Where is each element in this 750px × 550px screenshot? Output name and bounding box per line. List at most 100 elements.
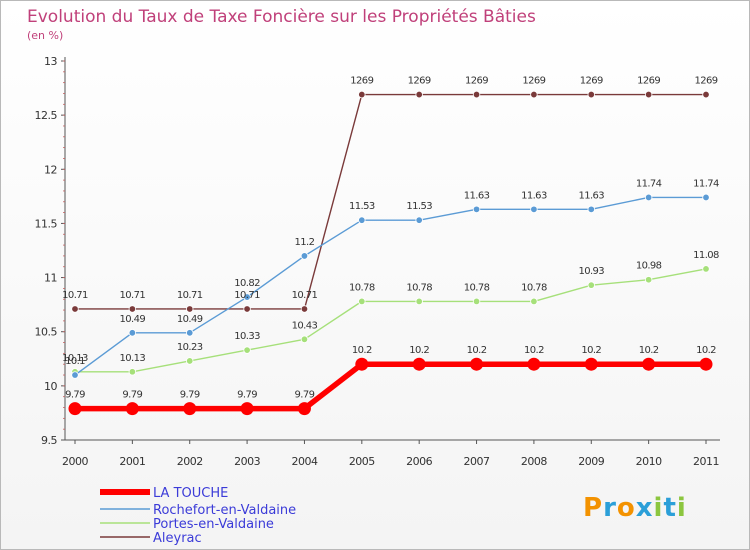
logo-letter: i xyxy=(677,493,687,523)
data-label: 11.74 xyxy=(636,178,662,189)
data-point xyxy=(530,205,538,214)
data-label: 10.43 xyxy=(292,320,318,331)
data-point xyxy=(358,297,366,306)
data-point xyxy=(699,357,713,371)
data-point xyxy=(243,305,251,313)
data-point xyxy=(644,193,653,202)
data-label: 11.2 xyxy=(295,237,315,248)
y-tick-label: 9.5 xyxy=(41,434,57,447)
series-portes-en-valdaine xyxy=(71,265,710,376)
data-point xyxy=(71,371,79,379)
data-label: 9.79 xyxy=(295,390,315,401)
x-tick-label: 2009 xyxy=(578,455,604,468)
data-point xyxy=(587,90,595,99)
data-label: 10.2 xyxy=(581,345,601,356)
logo-letter: t xyxy=(663,493,676,523)
data-point xyxy=(186,329,194,337)
data-point xyxy=(186,305,194,313)
data-label: 10.78 xyxy=(406,282,432,293)
legend-entry-rochefort-en-valdaine: Rochefort-en-Valdaine xyxy=(153,503,296,518)
data-label: 11.74 xyxy=(693,178,719,189)
data-point xyxy=(358,216,366,224)
data-point xyxy=(186,357,194,365)
x-tick-label: 2003 xyxy=(234,455,260,468)
data-point xyxy=(644,276,653,284)
data-point xyxy=(702,193,710,202)
data-point xyxy=(702,90,710,99)
data-label: 11.53 xyxy=(406,201,432,212)
data-point xyxy=(527,357,541,371)
data-point xyxy=(355,357,369,371)
data-label: 10.71 xyxy=(120,290,146,301)
series-rochefort-en-valdaine xyxy=(71,193,710,379)
y-tick-label: 10.5 xyxy=(35,326,58,339)
data-label: 10.2 xyxy=(352,345,372,356)
chart-subtitle: (en %) xyxy=(27,29,63,42)
data-label: 9.79 xyxy=(237,390,257,401)
data-point xyxy=(415,216,423,224)
x-tick-label: 2005 xyxy=(349,455,375,468)
data-label: 11.53 xyxy=(349,201,375,212)
x-tick-label: 2002 xyxy=(177,455,203,468)
data-point xyxy=(415,90,423,99)
data-label: 10.71 xyxy=(62,290,88,301)
data-labels: 9.79 9.79 9.79 9.79 9.79 10.2 10.2 10.2 10.2 10.2… xyxy=(62,76,719,401)
data-point xyxy=(300,305,309,313)
data-label: 1269 xyxy=(408,76,431,87)
data-label: 10.82 xyxy=(234,278,260,289)
data-point xyxy=(530,297,538,306)
data-label: 11.63 xyxy=(578,190,604,201)
data-label: 1269 xyxy=(350,76,373,87)
data-point xyxy=(183,402,197,416)
legend-entry-portes-en-valdaine: Portes-en-Valdaine xyxy=(153,517,274,532)
data-point xyxy=(472,205,481,214)
data-label: 10.49 xyxy=(177,314,203,325)
series-la-touche xyxy=(68,357,713,416)
x-tick-label: 2011 xyxy=(693,455,719,468)
axes: 9.5 10 10.5 11 11.5 12 12.5 13 2000 2001 2002 2003 2… xyxy=(35,55,720,468)
series-aleyrac xyxy=(71,90,710,313)
x-tick-label: 2010 xyxy=(636,455,662,468)
series-line-portes-en-valdaine xyxy=(75,268,707,373)
data-point xyxy=(128,368,137,376)
data-label: 10.49 xyxy=(120,314,146,325)
data-label: 11.63 xyxy=(521,190,547,201)
data-label: 10.98 xyxy=(636,261,662,272)
data-label: 1269 xyxy=(637,76,660,87)
logo-letter: o xyxy=(617,493,636,523)
data-point xyxy=(472,297,481,306)
data-label: 10.23 xyxy=(177,342,203,353)
data-label: 1269 xyxy=(522,76,545,87)
data-point xyxy=(587,281,595,289)
data-label: 10.78 xyxy=(349,282,375,293)
data-label: 11.08 xyxy=(693,250,719,261)
data-point xyxy=(644,90,653,99)
data-label: 1269 xyxy=(465,76,488,87)
data-label: 10.2 xyxy=(524,345,544,356)
y-tick-label: 12.5 xyxy=(35,109,58,122)
data-point xyxy=(358,90,366,99)
data-label: 10.1 xyxy=(65,356,85,367)
proxiti-logo: Proxiti xyxy=(583,493,687,523)
data-point xyxy=(587,205,595,214)
x-tick-label: 2004 xyxy=(291,455,317,468)
data-label: 10.78 xyxy=(521,282,547,293)
data-point xyxy=(297,402,311,416)
data-label: 10.2 xyxy=(639,345,659,356)
data-point xyxy=(128,305,137,313)
y-tick-label: 11 xyxy=(44,272,57,285)
y-tick-label: 13 xyxy=(44,55,57,68)
y-tick-label: 11.5 xyxy=(35,217,58,230)
data-label: 9.79 xyxy=(122,390,142,401)
data-label: 10.71 xyxy=(292,290,318,301)
data-point xyxy=(702,265,710,273)
chart-title: Evolution du Taux de Taxe Foncière sur l… xyxy=(27,7,536,27)
series-line-aleyrac xyxy=(75,93,706,310)
data-point xyxy=(530,90,538,99)
data-label: 11.63 xyxy=(464,190,490,201)
series-line-la-touche xyxy=(75,361,706,412)
data-point xyxy=(642,357,656,371)
y-tick-label: 10 xyxy=(44,380,57,393)
data-point xyxy=(415,297,423,306)
